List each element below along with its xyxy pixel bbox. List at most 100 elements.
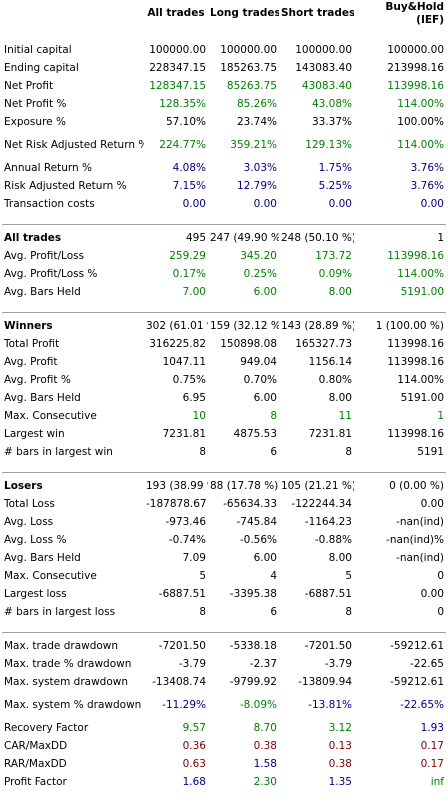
section-divider bbox=[2, 621, 446, 637]
stat-row-total-loss: Total Loss -187878.67 -65634.33 -122244.34 0… bbox=[2, 495, 446, 513]
stat-value: 10 bbox=[192, 410, 206, 422]
stat-value: 85263.75 bbox=[226, 80, 277, 92]
stat-value: 114.00% bbox=[397, 139, 444, 151]
section-header-all-trades: All trades 495 247 (49.90 %) 248 (50.10 %) 1 bbox=[2, 229, 446, 247]
stat-label: Avg. Bars Held bbox=[4, 552, 81, 564]
section-title: Losers bbox=[4, 480, 43, 492]
stat-value: -9799.92 bbox=[229, 676, 277, 688]
stat-label: Total Loss bbox=[4, 498, 55, 510]
stat-value: -122244.34 bbox=[291, 498, 352, 510]
section-count: 1 bbox=[437, 232, 444, 244]
stat-value: 6.00 bbox=[253, 286, 277, 298]
stat-value: -nan(ind) bbox=[396, 516, 444, 528]
stat-value: -6887.51 bbox=[304, 588, 352, 600]
stat-label: Max. Consecutive bbox=[4, 410, 97, 422]
header-buy-hold: Buy&Hold (IEF) bbox=[354, 0, 446, 41]
stat-value: -8.09% bbox=[239, 699, 277, 711]
stat-row-avg-profit-loss: Avg. Profit/Loss % 0.17% 0.25% 0.09% 114.00% bbox=[2, 265, 446, 283]
header-row: All trades Long trades Short trades Buy&… bbox=[2, 0, 446, 41]
stat-value: 0.00 bbox=[420, 588, 444, 600]
stat-value: 129.13% bbox=[305, 139, 352, 151]
stat-value: 3.03% bbox=[243, 162, 277, 174]
stat-value: 228347.15 bbox=[149, 62, 206, 74]
section-title: All trades bbox=[4, 232, 62, 244]
section-count: 159 (32.12 %) bbox=[210, 320, 279, 332]
stat-row-avg-loss: Avg. Loss % -0.74% -0.56% -0.88% -nan(ind)% bbox=[2, 531, 446, 549]
stat-label: Avg. Loss % bbox=[4, 534, 67, 546]
section-count: 0 (0.00 %) bbox=[389, 480, 444, 492]
stat-value: 949.04 bbox=[240, 356, 277, 368]
stat-value: 3.12 bbox=[328, 722, 352, 734]
stat-label: Net Risk Adjusted Return % bbox=[4, 139, 144, 151]
stat-value: 0.09% bbox=[318, 268, 352, 280]
stat-value: 1.35 bbox=[328, 776, 352, 788]
stat-label: Ending capital bbox=[4, 62, 79, 74]
stat-value: 100000.00 bbox=[387, 44, 444, 56]
stat-value: -22.65% bbox=[400, 699, 444, 711]
stat-value: 4875.53 bbox=[233, 428, 277, 440]
stat-value: -973.46 bbox=[165, 516, 206, 528]
stat-value: 0.17% bbox=[172, 268, 206, 280]
stat-value: 3.76% bbox=[410, 180, 444, 192]
stat-row-exposure: Exposure % 57.10% 23.74% 33.37% 100.00% bbox=[2, 113, 446, 131]
stat-label: Annual Return % bbox=[4, 162, 92, 174]
stat-value: 0.75% bbox=[172, 374, 206, 386]
stat-label: Avg. Profit/Loss bbox=[4, 250, 85, 262]
stat-label: Avg. Loss bbox=[4, 516, 54, 528]
stat-value: 0 bbox=[437, 570, 444, 582]
stat-value: -3.79 bbox=[178, 658, 206, 670]
stat-value: 0.38 bbox=[328, 758, 352, 770]
header-blank bbox=[2, 0, 144, 41]
divider-line bbox=[2, 632, 446, 633]
stat-value: 100000.00 bbox=[295, 44, 352, 56]
stat-value: -3395.38 bbox=[229, 588, 277, 600]
section-count: 88 (17.78 %) bbox=[210, 480, 279, 492]
stat-row-initial-capital: Initial capital 100000.00 100000.00 100000.… bbox=[2, 41, 446, 59]
section-count: 302 (61.01 %) bbox=[146, 320, 208, 332]
stat-value: 114.00% bbox=[397, 98, 444, 110]
stat-value: -13408.74 bbox=[152, 676, 206, 688]
divider-line bbox=[2, 312, 446, 313]
stat-row-recovery-factor: Recovery Factor 9.57 8.70 3.12 1.93 bbox=[2, 719, 446, 737]
stat-value: 7.09 bbox=[182, 552, 206, 564]
stat-value: 128.35% bbox=[159, 98, 206, 110]
section-count: 1 (100.00 %) bbox=[375, 320, 444, 332]
stat-row-risk-adjusted-return: Risk Adjusted Return % 7.15% 12.79% 5.25% 3.… bbox=[2, 177, 446, 195]
stat-value: 85.26% bbox=[236, 98, 277, 110]
stat-value: -22.65 bbox=[410, 658, 444, 670]
stat-value: 113998.16 bbox=[387, 80, 444, 92]
stat-value: 4 bbox=[270, 570, 277, 582]
stat-row-max-system-drawdown: Max. system drawdown -13408.74 -9799.92 -13… bbox=[2, 673, 446, 691]
section-header-losers: Losers 193 (38.99 %)88 (17.78 %)105 (21.2… bbox=[2, 477, 446, 495]
stat-row-profit-factor: Profit Factor 1.68 2.30 1.35 inf bbox=[2, 773, 446, 791]
stat-value: 128347.15 bbox=[149, 80, 206, 92]
statistics-table: All trades Long trades Short trades Buy&… bbox=[2, 0, 446, 791]
stat-label: Net Profit bbox=[4, 80, 54, 92]
stat-value: 11 bbox=[338, 410, 352, 422]
stat-label: Exposure % bbox=[4, 116, 66, 128]
stat-value: 0.00 bbox=[420, 498, 444, 510]
stat-value: 8 bbox=[270, 410, 277, 422]
stat-value: 6 bbox=[270, 606, 277, 618]
header-long-trades: Long trades bbox=[210, 7, 279, 19]
stat-row-net-risk-adjusted-return: Net Risk Adjusted Return % 224.77% 359.21%… bbox=[2, 131, 446, 159]
stat-value: -nan(ind)% bbox=[386, 534, 444, 546]
stat-value: 2.30 bbox=[253, 776, 277, 788]
stat-value: 8 bbox=[345, 446, 352, 458]
stat-value: -0.56% bbox=[239, 534, 277, 546]
stat-value: 7.00 bbox=[182, 286, 206, 298]
stat-value: 1.75% bbox=[318, 162, 352, 174]
stat-label: Initial capital bbox=[4, 44, 72, 56]
stat-label: Max. trade % drawdown bbox=[4, 658, 132, 670]
stat-label: Transaction costs bbox=[4, 198, 95, 210]
header-buy-hold-label: Buy&Hold (IEF) bbox=[385, 1, 444, 26]
stat-value: 57.10% bbox=[165, 116, 206, 128]
stat-label: Largest win bbox=[4, 428, 65, 440]
stat-value: 0.00 bbox=[328, 198, 352, 210]
stat-value: 114.00% bbox=[397, 374, 444, 386]
stat-value: 0.63 bbox=[182, 758, 206, 770]
stat-value: -13.81% bbox=[308, 699, 352, 711]
stat-row-max-consecutive: Max. Consecutive 10 8 11 1 bbox=[2, 407, 446, 425]
stat-value: 165327.73 bbox=[295, 338, 352, 350]
stat-value: 8.70 bbox=[253, 722, 277, 734]
